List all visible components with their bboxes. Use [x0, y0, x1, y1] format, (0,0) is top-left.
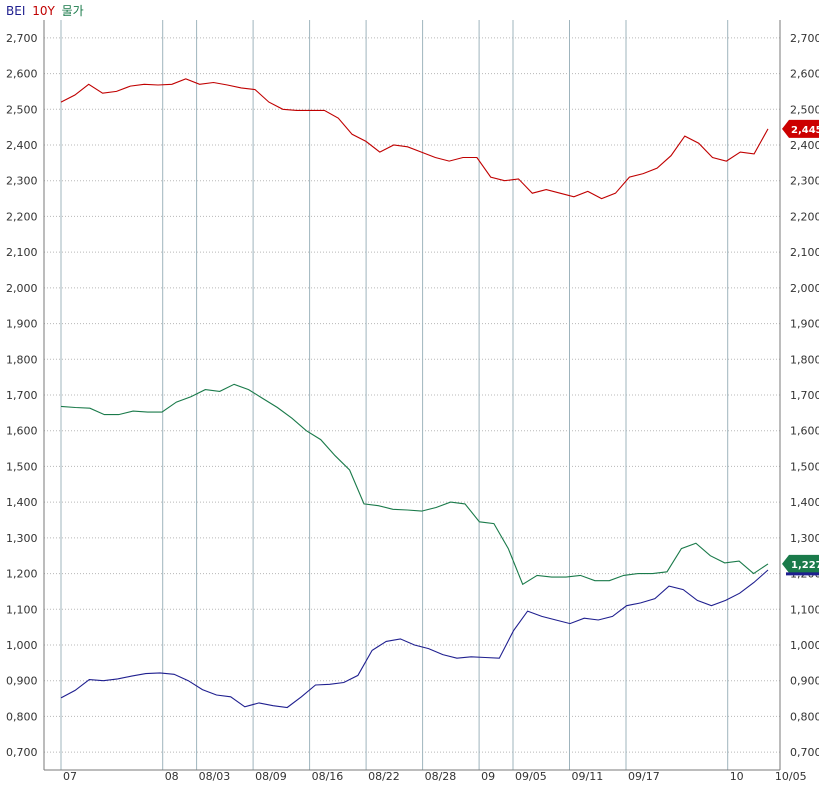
y-tick-label-left: 2,700 — [6, 32, 38, 45]
x-tick-label: 10 — [730, 770, 744, 782]
x-tick-label: 07 — [63, 770, 77, 782]
y-tick-label-left: 1,000 — [6, 639, 38, 652]
y-tick-label-left: 0,900 — [6, 675, 38, 688]
x-tick-label: 10/05 — [775, 770, 807, 782]
y-tick-label-left: 1,600 — [6, 425, 38, 438]
last-value-tag-bg — [782, 554, 819, 573]
y-tick-label-right: 1,400 — [790, 496, 819, 509]
y-tick-label-left: 2,100 — [6, 246, 38, 259]
x-tick-label: 08/22 — [368, 770, 400, 782]
y-tick-label-right: 2,000 — [790, 282, 819, 295]
y-tick-label-left: 1,900 — [6, 318, 38, 331]
y-tick-label-right: 1,600 — [790, 425, 819, 438]
y-tick-label-right: 2,600 — [790, 68, 819, 81]
y-tick-label-left: 2,000 — [6, 282, 38, 295]
y-tick-label-left: 1,400 — [6, 496, 38, 509]
y-tick-label-left: 1,200 — [6, 568, 38, 581]
y-tick-label-left: 0,700 — [6, 746, 38, 759]
legend-item-bei: BEI — [6, 4, 25, 18]
y-tick-label-right: 0,800 — [790, 710, 819, 723]
y-tick-label-right: 2,700 — [790, 32, 819, 45]
legend-item-price: 물가 — [62, 4, 84, 18]
last-value-tag: 1,227 — [782, 554, 819, 576]
x-tick-label: 09/05 — [515, 770, 547, 782]
x-tick-label: 08 — [165, 770, 179, 782]
y-tick-label-left: 2,600 — [6, 68, 38, 81]
y-tick-label-left: 1,100 — [6, 603, 38, 616]
y-tick-label-right: 0,700 — [790, 746, 819, 759]
y-tick-label-right: 2,400 — [790, 139, 819, 152]
vertical-gridlines — [60, 20, 729, 770]
y-tick-label-right: 2,300 — [790, 175, 819, 188]
y-tick-label-right: 1,500 — [790, 460, 819, 473]
series-line-price — [60, 383, 769, 586]
legend: BEI 10Y 물가 — [6, 4, 84, 18]
x-tick-label: 08/09 — [255, 770, 287, 782]
y-tick-label-left: 1,700 — [6, 389, 38, 402]
x-tick-label: 09/17 — [628, 770, 660, 782]
axes: 0,700 0,700 0,800 0,800 0,900 0,900 1,000 1,000… — [6, 20, 819, 783]
y-tick-label-right: 1,800 — [790, 353, 819, 366]
x-tick-label: 08/16 — [312, 770, 344, 782]
y-tick-label-right: 1,700 — [790, 389, 819, 402]
y-tick-label-left: 2,400 — [6, 139, 38, 152]
last-value-tag-label: 1,227 — [791, 560, 819, 571]
last-value-tag-bg — [782, 119, 819, 138]
y-tick-label-right: 0,900 — [790, 675, 819, 688]
series-lines — [60, 78, 769, 709]
x-tick-label: 09 — [481, 770, 495, 782]
legend-item-10y: 10Y — [32, 4, 55, 18]
y-tick-label-right: 1,100 — [790, 603, 819, 616]
series-line-10y — [60, 78, 769, 200]
x-tick-label: 08/03 — [199, 770, 231, 782]
last-value-tag-label: 2,445 — [791, 125, 819, 136]
y-tick-label-right: 2,100 — [790, 246, 819, 259]
y-tick-label-right: 1,300 — [790, 532, 819, 545]
y-tick-label-left: 1,300 — [6, 532, 38, 545]
y-tick-label-left: 2,500 — [6, 103, 38, 116]
x-tick-label: 08/28 — [425, 770, 457, 782]
last-value-tag: 2,445 — [782, 119, 819, 138]
series-line-bei — [60, 569, 769, 709]
y-tick-label-left: 2,200 — [6, 210, 38, 223]
y-tick-label-left: 2,300 — [6, 175, 38, 188]
last-value-tags: 2,445 1,227 — [782, 119, 819, 576]
y-tick-label-right: 1,900 — [790, 318, 819, 331]
y-tick-label-left: 1,500 — [6, 460, 38, 473]
y-tick-label-left: 1,800 — [6, 353, 38, 366]
y-tick-label-left: 0,800 — [6, 710, 38, 723]
y-tick-label-right: 1,000 — [790, 639, 819, 652]
y-tick-label-right: 2,500 — [790, 103, 819, 116]
x-tick-label: 09/11 — [572, 770, 604, 782]
y-tick-label-right: 2,200 — [790, 210, 819, 223]
